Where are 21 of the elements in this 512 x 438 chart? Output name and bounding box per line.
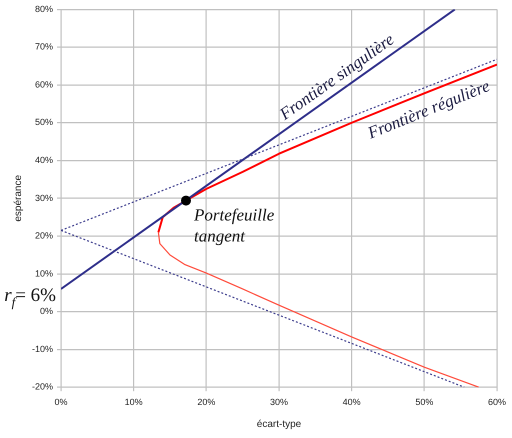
x-axis-title: écart-type bbox=[256, 418, 302, 430]
y-tick-label: -20% bbox=[32, 382, 54, 392]
annotation: Portefeuille tangent bbox=[192, 206, 275, 246]
y-tick-label: 70% bbox=[34, 42, 54, 52]
y-tick-label: 50% bbox=[34, 117, 54, 128]
y-tick-label: 30% bbox=[34, 192, 54, 203]
y-tick-label: 20% bbox=[34, 230, 54, 241]
x-tick-label: 20% bbox=[197, 397, 216, 408]
x-tick-label: 60% bbox=[488, 397, 506, 408]
x-tick-label: 30% bbox=[270, 397, 288, 408]
x-tick-label: 10% bbox=[124, 397, 143, 408]
y-axis-title: espérance bbox=[12, 174, 24, 222]
y-tick-label: 40% bbox=[34, 155, 54, 166]
y-tick-label: 60% bbox=[34, 79, 54, 90]
y-tick-label: 0% bbox=[40, 306, 54, 316]
x-tick-label: 40% bbox=[342, 397, 361, 408]
y-tick-label: -10% bbox=[32, 344, 54, 354]
x-tick-label: 0% bbox=[54, 397, 68, 408]
y-tick-label: 10% bbox=[34, 268, 54, 278]
y-tick-label: 80% bbox=[34, 4, 54, 14]
x-tick-label: 50% bbox=[415, 397, 434, 408]
